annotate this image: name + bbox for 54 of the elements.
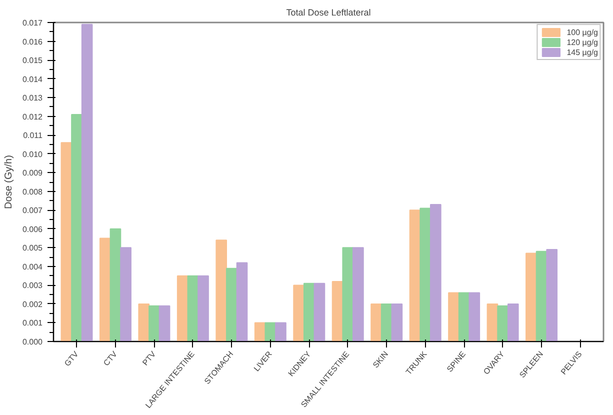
legend-label: 100 µg/g [566,27,598,37]
y-tick-label: 0.017 [22,18,44,28]
bar [468,292,480,342]
legend-label: 145 µg/g [566,47,598,57]
bar [342,247,354,342]
y-tick-label: 0.016 [22,37,44,46]
y-tick-label: 0.002 [22,300,44,309]
bar [236,262,248,342]
bar [275,322,286,342]
y-tick-label: 0.007 [22,206,44,216]
bar [507,303,519,342]
bar [314,282,326,342]
y-tick-label: 0.004 [22,262,44,272]
bar [226,268,238,342]
y-tick-label: 0.003 [22,281,44,290]
y-tick-label: 0.006 [22,224,44,234]
y-axis-title: Dose (Gy/h) [3,155,14,209]
y-tick-label: 0.010 [22,150,44,159]
bar [293,284,304,342]
bar [71,114,82,342]
y-tick-label: 0.000 [22,338,44,346]
bar [176,275,188,342]
bar [448,292,460,342]
y-tick-label: 0.001 [22,318,44,328]
bar [352,247,364,342]
bar [497,305,508,342]
bar [526,252,537,342]
bar [148,305,160,342]
bar [391,303,403,342]
y-tick-label: 0.013 [22,94,44,103]
y-tick-label: 0.014 [22,74,44,84]
bar [264,322,276,342]
bar [120,247,132,342]
y-tick-label: 0.008 [22,187,44,196]
bar [138,303,150,342]
chart-title: Total Dose Leftlateral [286,8,371,18]
bar [60,142,72,342]
bar [303,282,315,342]
bar [370,303,382,342]
bar [430,204,442,342]
y-tick-label: 0.009 [22,168,44,178]
bar [546,249,558,342]
bar [158,305,170,342]
y-tick-label: 0.005 [22,244,44,253]
y-tick-label: 0.011 [23,131,44,140]
bar [216,240,228,342]
bar [81,24,93,342]
bar [99,238,111,342]
legend-label: 120 µg/g [566,37,598,47]
bar [420,208,431,342]
bar [380,303,392,342]
bar [198,275,209,342]
y-tick-label: 0.015 [22,56,44,66]
y-tick-label: 0.012 [22,112,44,122]
